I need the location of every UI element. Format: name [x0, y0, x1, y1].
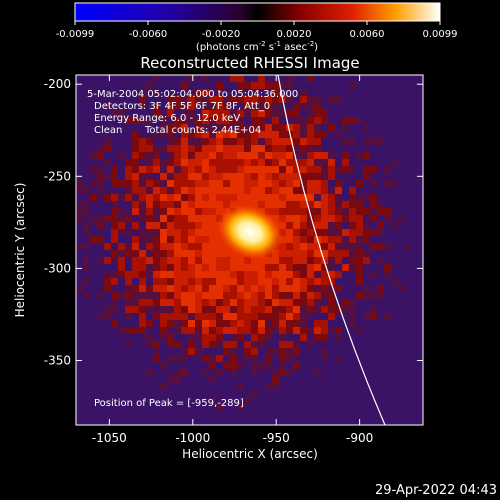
x-tick-label: -950 — [263, 431, 290, 445]
y-tick-label: -350 — [44, 354, 71, 368]
y-axis: -200 -250 -300 -350 — [44, 77, 423, 368]
y-tick-label: -250 — [44, 169, 71, 183]
detectors-text: Detectors: 3F 4F 5F 6F 7F 8F, Att_0 — [94, 101, 270, 112]
x-axis: -1050 -1000 -950 -900 — [92, 75, 373, 445]
energy-range-text: Energy Range: 6.0 - 12.0 keV — [94, 113, 240, 124]
colorbar — [74, 2, 441, 22]
plot-title: Reconstructed RHESSI Image — [140, 54, 359, 72]
y-tick-label: -300 — [44, 261, 71, 275]
colorbar-ticks: -0.0099 -0.0060 -0.0020 0.0020 0.0060 0.0099 — [56, 21, 458, 40]
x-tick-label: -900 — [346, 431, 373, 445]
peak-source — [217, 204, 283, 260]
total-counts-text: Total counts: 2.44E+04 — [144, 125, 261, 136]
x-tick-label: -1050 — [92, 431, 127, 445]
colorbar-tick-label: -0.0020 — [202, 29, 241, 40]
clean-text: Clean — [94, 125, 122, 136]
colorbar-tick-label: 0.0020 — [277, 29, 312, 40]
time-range-text: 5-Mar-2004 05:02:04.000 to 05:04:36.000 — [87, 89, 298, 100]
x-axis-label: Heliocentric X (arcsec) — [182, 447, 318, 461]
footer-timestamp: 29-Apr-2022 04:43 — [375, 483, 497, 498]
colorbar-units: (photons cm-2 s-1 asec-2) — [196, 40, 318, 53]
y-tick-label: -200 — [44, 77, 71, 91]
colorbar-tick-label: -0.0060 — [129, 29, 168, 40]
colorbar-tick-label: 0.0099 — [423, 29, 458, 40]
x-tick-label: -1000 — [175, 431, 210, 445]
y-axis-label: Heliocentric Y (arcsec) — [13, 183, 27, 318]
heatmap-image — [76, 75, 423, 425]
colorbar-tick-label: -0.0099 — [56, 29, 95, 40]
plot-frame — [75, 74, 424, 426]
solar-limb — [277, 75, 386, 425]
colorbar-tick-label: 0.0060 — [350, 29, 385, 40]
peak-position-text: Position of Peak = [-959,-289] — [94, 398, 244, 409]
